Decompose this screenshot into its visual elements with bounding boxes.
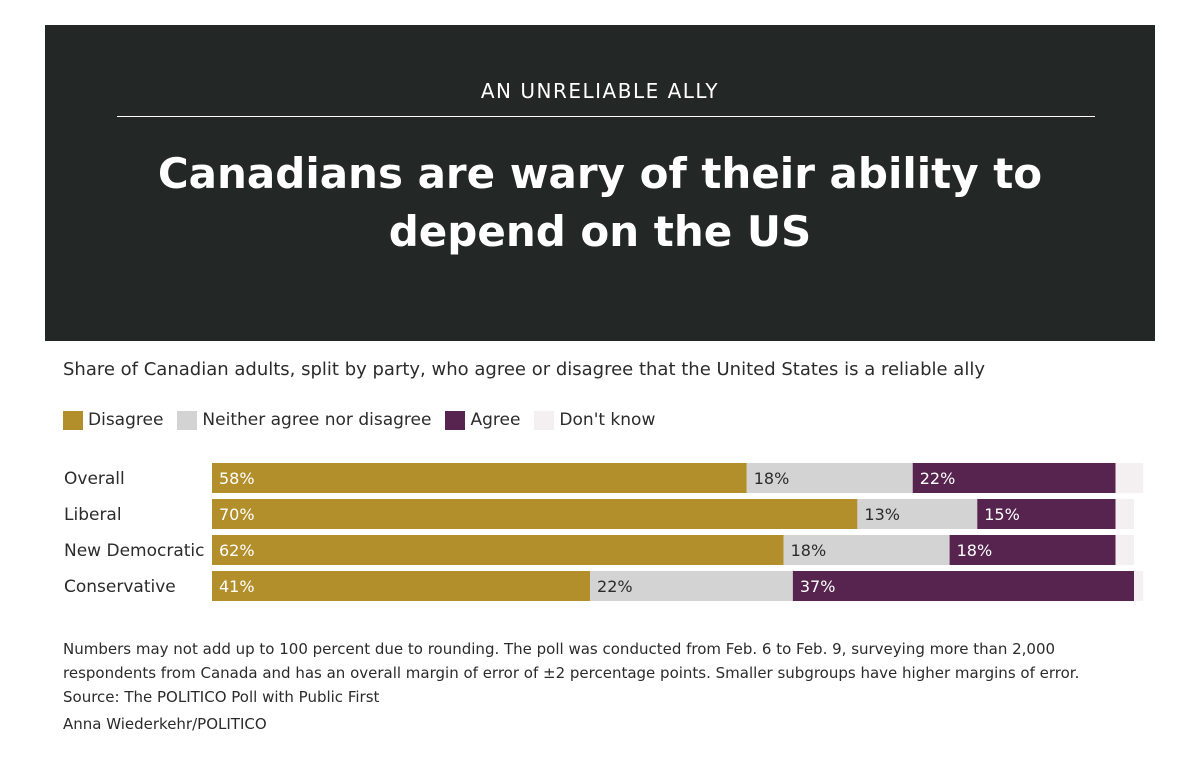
data-label-new-democratic-disagree: 62% (219, 541, 255, 560)
bar-overall-disagree (212, 463, 747, 493)
data-label-liberal-neither-agree-nor-disagree: 13% (864, 505, 900, 524)
legend-label-disagree: Disagree (88, 410, 164, 430)
data-label-conservative-disagree: 41% (219, 577, 255, 596)
bar-liberal-disagree (212, 499, 858, 529)
category-label-new-democratic: New Democratic (64, 541, 204, 561)
chart-subtitle: Share of Canadian adults, split by party… (63, 359, 985, 380)
legend-item-dont-know: Don't know (534, 410, 655, 430)
bar-conservative-agree (792, 571, 1134, 601)
legend-item-disagree: Disagree (63, 410, 163, 430)
legend-item-agree: Agree (445, 410, 520, 430)
category-label-liberal: Liberal (64, 505, 122, 525)
bar-conservative-disagree (212, 571, 591, 601)
legend-swatch-agree (445, 410, 466, 430)
legend-label-neither: Neither agree nor disagree (202, 410, 432, 430)
legend-label-agree: Agree (470, 410, 521, 430)
legend-swatch-neither (177, 410, 198, 430)
bar-new-democratic-disagree (212, 535, 784, 565)
credit-line: Anna Wiederkehr/POLITICO (63, 715, 267, 733)
data-label-new-democratic-agree: 18% (957, 541, 993, 560)
bar-new-democratic-neither-agree-nor-disagree (783, 535, 950, 565)
data-label-overall-neither-agree-nor-disagree: 18% (754, 469, 790, 488)
bar-new-democratic-don-t-know (1115, 535, 1134, 565)
legend: Disagree Neither agree nor disagree Agre… (63, 410, 669, 430)
bar-overall-don-t-know (1115, 463, 1144, 493)
data-label-liberal-disagree: 70% (219, 505, 255, 524)
category-label-overall: Overall (64, 469, 125, 489)
header-panel: AN UNRELIABLE ALLY Canadians are wary of… (45, 25, 1155, 341)
data-label-liberal-agree: 15% (984, 505, 1020, 524)
bar-overall-agree (912, 463, 1116, 493)
kicker: AN UNRELIABLE ALLY (480, 79, 720, 103)
stacked-bar-chart: Overall 58% 18% 22% Liberal 70% 13% 15% New Demo… (64, 463, 1144, 601)
category-label-conservative: Conservative (64, 577, 176, 597)
bar-overall-neither-agree-nor-disagree (746, 463, 913, 493)
header-divider (117, 116, 1095, 117)
data-label-new-democratic-neither-agree-nor-disagree: 18% (791, 541, 827, 560)
footnote: Numbers may not add up to 100 percent du… (63, 640, 1080, 682)
bar-liberal-don-t-know (1115, 499, 1134, 529)
bar-conservative-don-t-know (1134, 571, 1144, 601)
data-label-overall-agree: 22% (920, 469, 956, 488)
legend-item-neither: Neither agree nor disagree (177, 410, 431, 430)
data-label-conservative-agree: 37% (800, 577, 836, 596)
legend-label-dont-know: Don't know (559, 410, 656, 430)
legend-swatch-disagree (63, 410, 83, 430)
chart-title: Canadians are wary of their ability to d… (157, 149, 1043, 256)
bar-conservative-neither-agree-nor-disagree (590, 571, 793, 601)
legend-swatch-dont-know (534, 410, 555, 430)
bar-new-democratic-agree (949, 535, 1116, 565)
data-label-overall-disagree: 58% (219, 469, 255, 488)
source-line: Source: The POLITICO Poll with Public Fi… (63, 688, 380, 706)
bar-liberal-neither-agree-nor-disagree (857, 499, 978, 529)
bar-liberal-agree (977, 499, 1116, 529)
data-label-conservative-neither-agree-nor-disagree: 22% (597, 577, 633, 596)
